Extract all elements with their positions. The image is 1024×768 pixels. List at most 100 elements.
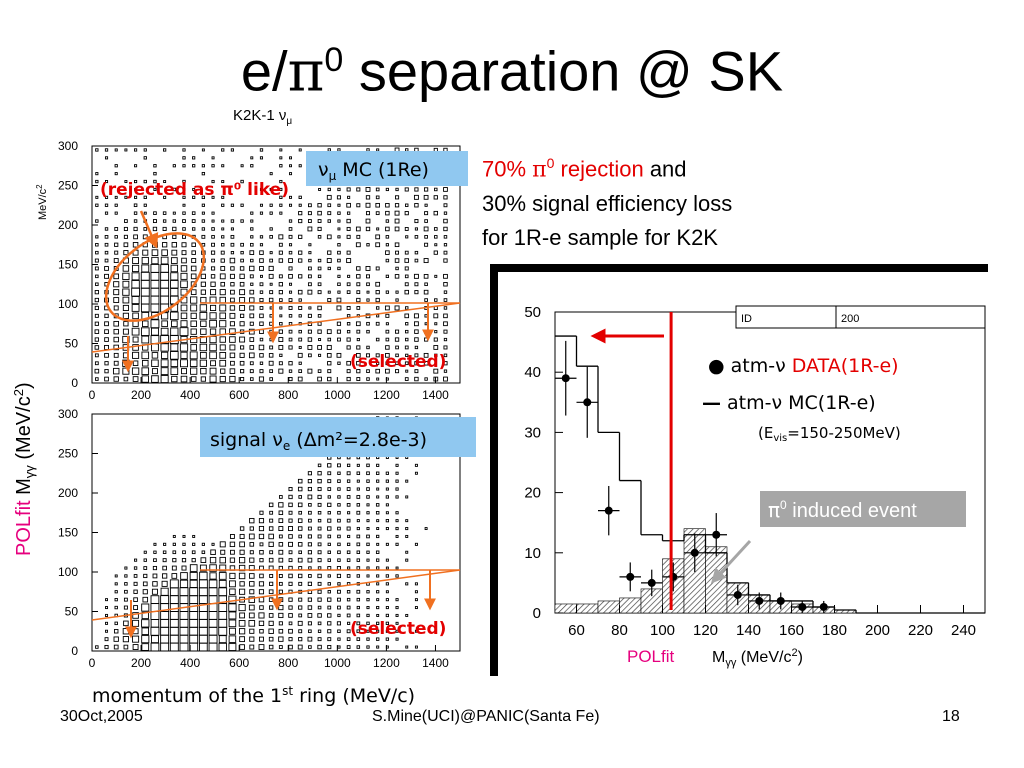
- density-box: [327, 369, 332, 374]
- density-box: [346, 503, 351, 507]
- density-box: [376, 361, 380, 365]
- density-box: [191, 250, 196, 255]
- density-box: [240, 242, 244, 247]
- x-tick-label: 0: [89, 656, 96, 670]
- density-box: [132, 612, 139, 619]
- density-box: [288, 219, 293, 223]
- density-box: [443, 361, 448, 366]
- density-box: [268, 533, 274, 540]
- density-box: [366, 243, 370, 247]
- density-box: [318, 187, 322, 191]
- density-box: [289, 156, 292, 160]
- density-box: [240, 164, 244, 168]
- density-box: [308, 629, 312, 634]
- density-box: [269, 258, 274, 263]
- density-box: [94, 329, 100, 334]
- density-box: [114, 235, 118, 239]
- density-box: [240, 219, 244, 223]
- density-box: [317, 258, 322, 263]
- density-box: [356, 290, 361, 295]
- density-box: [433, 345, 439, 350]
- density-box: [298, 345, 302, 349]
- density-box: [278, 290, 283, 295]
- density-box: [238, 572, 246, 580]
- density-box: [385, 558, 389, 562]
- density-box: [356, 645, 361, 649]
- density-box: [356, 526, 360, 531]
- density-box: [424, 219, 428, 223]
- density-box: [260, 274, 263, 278]
- density-box: [366, 487, 370, 491]
- density-box: [143, 156, 147, 160]
- density-box: [356, 203, 361, 208]
- density-box: [327, 582, 331, 586]
- density-box: [308, 258, 312, 263]
- density-box: [104, 148, 109, 152]
- density-box: [269, 235, 273, 239]
- density-box: [160, 264, 169, 273]
- density-box: [317, 235, 322, 239]
- density-box: [385, 219, 390, 223]
- density-box: [190, 289, 197, 295]
- density-box: [268, 360, 274, 366]
- density-box: [123, 250, 129, 256]
- density-box: [356, 637, 361, 641]
- density-box: [337, 487, 341, 491]
- density-box: [337, 534, 341, 539]
- rejected-label: (rejected as π⁰ like): [100, 180, 289, 200]
- density-box: [327, 361, 332, 366]
- density-box: [317, 558, 322, 563]
- density-box: [395, 613, 399, 617]
- density-box: [250, 242, 254, 247]
- density-box: [337, 219, 341, 223]
- density-box: [395, 345, 399, 350]
- density-box: [179, 579, 189, 588]
- density-box: [258, 644, 265, 650]
- density-box: [337, 582, 341, 586]
- density-box: [337, 203, 341, 207]
- density-box: [123, 605, 128, 610]
- density-box: [346, 376, 351, 382]
- density-box: [346, 471, 351, 476]
- density-box: [356, 377, 361, 382]
- density-box: [161, 320, 168, 328]
- density-box: [201, 195, 206, 200]
- density-box: [171, 375, 178, 383]
- density-box: [298, 211, 303, 216]
- histogram-id-label: ID: [741, 313, 752, 325]
- density-box: [278, 345, 284, 350]
- density-box: [414, 471, 418, 475]
- density-box: [190, 265, 197, 272]
- density-box: [395, 574, 399, 578]
- pi0-bar: [705, 546, 728, 614]
- density-box: [366, 377, 370, 381]
- density-box: [376, 598, 380, 602]
- density-box: [268, 620, 274, 626]
- density-box: [347, 534, 351, 539]
- density-box: [423, 289, 429, 295]
- density-box: [122, 304, 129, 311]
- density-box: [259, 573, 264, 579]
- density-box: [346, 305, 351, 310]
- density-box: [365, 187, 371, 192]
- density-box: [366, 637, 370, 641]
- density-box: [113, 289, 120, 296]
- density-box: [172, 211, 176, 215]
- density-box: [336, 305, 342, 311]
- density-box: [375, 503, 380, 507]
- density-box: [95, 274, 99, 279]
- density-box: [210, 250, 216, 255]
- density-box: [327, 211, 332, 216]
- density-box: [288, 487, 293, 492]
- density-box: [356, 621, 361, 626]
- density-box: [434, 353, 438, 358]
- density-box: [317, 494, 322, 500]
- density-box: [229, 305, 236, 311]
- rejected-region-ellipse: [104, 232, 206, 322]
- density-box: [221, 235, 225, 239]
- density-box: [153, 179, 157, 184]
- density-box: [200, 376, 207, 382]
- pi0-bar: [576, 603, 599, 614]
- density-box: [414, 598, 418, 602]
- density-box: [182, 211, 186, 215]
